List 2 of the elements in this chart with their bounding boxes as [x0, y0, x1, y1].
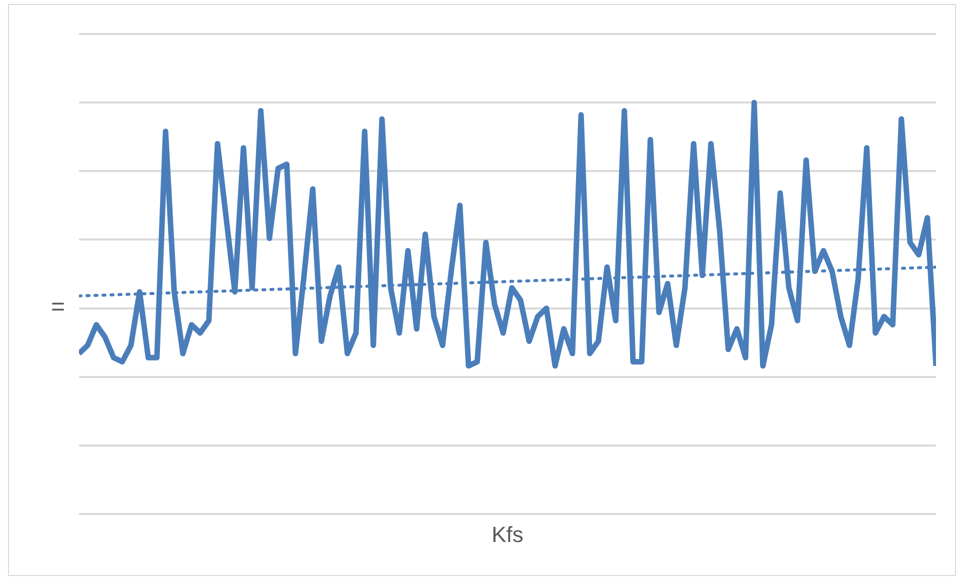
- y-axis-title: =: [50, 294, 66, 321]
- x-axis-title: Kfs: [492, 522, 524, 548]
